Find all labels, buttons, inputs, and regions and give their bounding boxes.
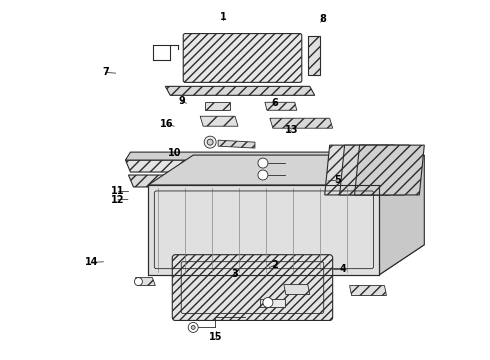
Text: 4: 4 xyxy=(339,264,346,274)
Text: 11: 11 xyxy=(111,186,125,197)
Polygon shape xyxy=(308,36,319,75)
Text: 6: 6 xyxy=(271,98,278,108)
Text: 10: 10 xyxy=(168,148,181,158)
Circle shape xyxy=(134,278,143,285)
Polygon shape xyxy=(284,285,310,294)
Polygon shape xyxy=(125,152,374,160)
Polygon shape xyxy=(355,145,424,195)
Circle shape xyxy=(191,325,195,329)
Text: 14: 14 xyxy=(84,257,98,267)
Polygon shape xyxy=(148,155,424,185)
Circle shape xyxy=(258,170,268,180)
Polygon shape xyxy=(379,155,424,275)
Text: 7: 7 xyxy=(102,67,109,77)
Polygon shape xyxy=(340,145,409,195)
Circle shape xyxy=(263,298,273,307)
Text: 2: 2 xyxy=(271,260,278,270)
Polygon shape xyxy=(200,116,238,126)
Polygon shape xyxy=(325,145,394,195)
Polygon shape xyxy=(128,175,377,187)
Text: 15: 15 xyxy=(209,332,222,342)
FancyBboxPatch shape xyxy=(183,33,302,82)
Text: 16: 16 xyxy=(160,120,173,129)
Text: 13: 13 xyxy=(285,125,298,135)
Polygon shape xyxy=(148,185,379,275)
Polygon shape xyxy=(205,102,230,110)
Polygon shape xyxy=(148,245,424,275)
Circle shape xyxy=(204,136,216,148)
Polygon shape xyxy=(270,118,333,128)
Polygon shape xyxy=(265,102,297,110)
Polygon shape xyxy=(218,140,255,148)
Circle shape xyxy=(258,158,268,168)
Circle shape xyxy=(207,139,213,145)
Text: 12: 12 xyxy=(111,195,125,205)
Text: 8: 8 xyxy=(319,14,326,24)
Text: 9: 9 xyxy=(178,96,185,106)
Polygon shape xyxy=(260,298,285,306)
Polygon shape xyxy=(165,86,315,95)
Text: 3: 3 xyxy=(232,269,239,279)
Polygon shape xyxy=(135,278,155,285)
FancyBboxPatch shape xyxy=(172,255,333,320)
Text: 1: 1 xyxy=(220,12,226,22)
Polygon shape xyxy=(125,160,374,172)
Polygon shape xyxy=(349,285,387,296)
Circle shape xyxy=(188,323,198,332)
Text: 5: 5 xyxy=(334,175,341,185)
